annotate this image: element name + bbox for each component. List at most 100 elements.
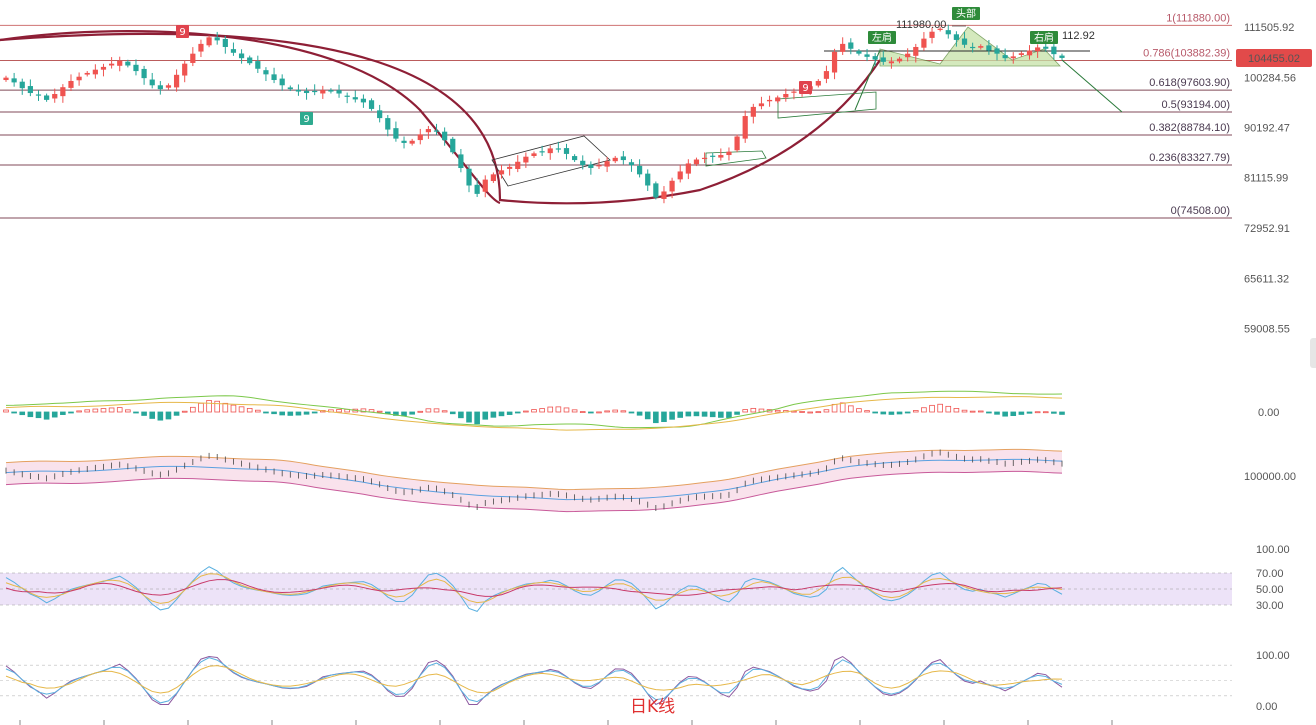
candle bbox=[11, 72, 17, 87]
candle bbox=[628, 159, 635, 172]
macd-bar bbox=[433, 408, 440, 413]
macd-bar bbox=[190, 406, 196, 413]
kdj-panel: 100.00 0.00 bbox=[0, 650, 1290, 725]
candle bbox=[498, 164, 505, 179]
candle-body bbox=[3, 77, 9, 81]
right-shoulder-label-box bbox=[1030, 31, 1058, 44]
macd-bar bbox=[482, 411, 489, 420]
fib-label: 0.618(97603.90) bbox=[1149, 77, 1230, 89]
candle bbox=[490, 172, 496, 183]
macd-bar bbox=[441, 410, 448, 413]
rsi-axis-label: 30.00 bbox=[1256, 600, 1284, 612]
candle-body bbox=[1018, 53, 1024, 55]
macd-bar bbox=[1018, 411, 1025, 415]
candle bbox=[76, 72, 82, 86]
macd-bar bbox=[336, 409, 342, 413]
candle bbox=[750, 103, 756, 124]
macd-bar bbox=[506, 411, 513, 415]
candle-body bbox=[913, 46, 919, 56]
candle-body bbox=[742, 116, 748, 139]
price-tick-label: 111505.92 bbox=[1244, 22, 1294, 34]
macd-bar bbox=[912, 410, 919, 413]
candle bbox=[572, 154, 578, 162]
signal-line bbox=[5, 396, 1063, 431]
td-nine-bottom-box bbox=[300, 112, 313, 125]
candle bbox=[1051, 42, 1057, 60]
macd-bar bbox=[669, 411, 675, 420]
macd-bar bbox=[588, 411, 594, 414]
candle-body bbox=[848, 42, 854, 49]
candle-body bbox=[490, 174, 496, 182]
candle bbox=[742, 110, 748, 143]
macd-bar bbox=[19, 411, 26, 416]
kdj-axis-label: 0.00 bbox=[1256, 701, 1277, 713]
candle-body bbox=[563, 148, 570, 154]
macd-bar bbox=[51, 411, 58, 418]
candle-body bbox=[823, 71, 830, 79]
candle bbox=[710, 152, 716, 163]
candle bbox=[929, 27, 935, 44]
candle-body bbox=[1043, 46, 1049, 49]
candle bbox=[141, 65, 147, 85]
boll-lower bbox=[5, 470, 1063, 513]
candle bbox=[758, 96, 765, 110]
candle-body bbox=[1002, 55, 1008, 59]
candle bbox=[840, 37, 846, 55]
macd-bar bbox=[831, 403, 838, 413]
consolidation-box bbox=[777, 91, 877, 119]
macd-bar bbox=[1059, 411, 1065, 415]
candle-body bbox=[677, 171, 683, 180]
macd-bar bbox=[43, 411, 50, 420]
candle-body bbox=[450, 138, 456, 153]
candle-body bbox=[872, 56, 878, 60]
rsi-slow bbox=[5, 579, 1063, 597]
candle bbox=[880, 50, 886, 65]
candle bbox=[547, 145, 553, 160]
macd-bar bbox=[604, 410, 610, 413]
macd-bar bbox=[279, 411, 285, 416]
last-price-tag bbox=[1236, 48, 1312, 67]
candle-body bbox=[393, 128, 399, 139]
macd-bar bbox=[206, 400, 212, 413]
macd-bar bbox=[474, 411, 480, 425]
candle-body bbox=[100, 66, 107, 70]
macd-bar bbox=[27, 411, 34, 418]
macd-bar bbox=[133, 411, 139, 414]
macd-bar bbox=[555, 406, 562, 413]
side-scroll-handle[interactable] bbox=[1310, 338, 1316, 368]
candle-body bbox=[11, 78, 17, 83]
macd-bar bbox=[612, 409, 619, 413]
candle bbox=[937, 26, 943, 32]
macd-bar bbox=[945, 405, 952, 413]
kdj-k bbox=[5, 657, 1063, 704]
candle-body bbox=[173, 74, 180, 88]
rsi-axis-label: 100.00 bbox=[1256, 544, 1290, 556]
candle-body bbox=[1010, 56, 1016, 59]
macd-bar bbox=[563, 407, 570, 413]
target-projection bbox=[1061, 59, 1123, 113]
macd-bar bbox=[198, 402, 204, 413]
macd-bar bbox=[1042, 411, 1049, 414]
candle-body bbox=[482, 179, 488, 192]
rounding-bottom-curve bbox=[0, 32, 881, 205]
candle bbox=[693, 157, 700, 167]
macd-bar bbox=[157, 411, 164, 421]
candle-body bbox=[588, 164, 594, 169]
macd-bar bbox=[181, 410, 188, 413]
macd-bar bbox=[76, 410, 82, 413]
candle-body bbox=[320, 90, 326, 94]
candle bbox=[888, 57, 895, 69]
candle-body bbox=[961, 38, 968, 45]
candle-body bbox=[572, 156, 578, 161]
macd-bar bbox=[173, 411, 180, 416]
candle bbox=[1059, 53, 1065, 60]
candle-body bbox=[271, 74, 277, 81]
candle bbox=[295, 84, 302, 96]
candle bbox=[450, 136, 456, 155]
candle-body bbox=[766, 99, 773, 102]
macd-bar bbox=[734, 411, 740, 415]
candle-body bbox=[35, 94, 42, 96]
right-shoulder-label: 右肩 bbox=[1034, 31, 1054, 44]
macd-bar bbox=[311, 411, 318, 414]
